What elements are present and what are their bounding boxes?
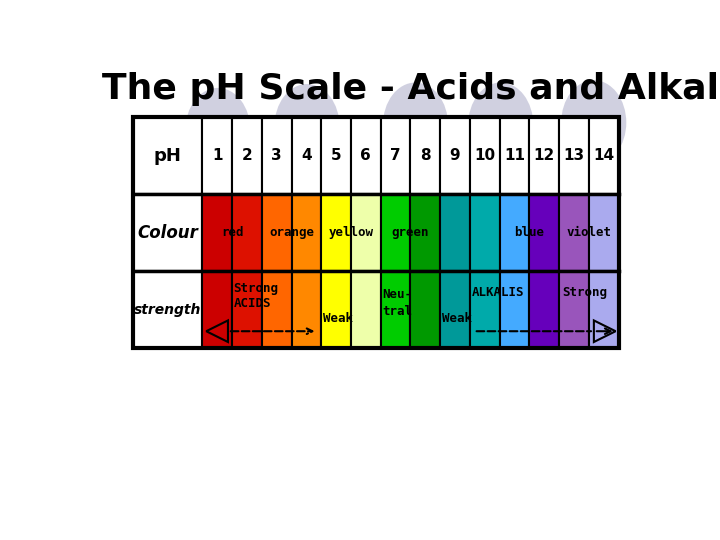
Bar (589, 194, 618, 271)
Bar (202, 194, 232, 271)
Bar (410, 194, 440, 271)
Text: strength: strength (134, 302, 201, 316)
Bar (559, 117, 589, 194)
Text: blue: blue (514, 226, 544, 239)
Bar (500, 194, 529, 271)
Bar (470, 271, 500, 348)
Bar (470, 117, 500, 194)
Bar (351, 194, 381, 271)
Bar (262, 117, 292, 194)
Ellipse shape (561, 80, 626, 165)
Text: 8: 8 (420, 148, 431, 163)
Bar (381, 117, 410, 194)
Bar (500, 117, 529, 194)
Text: 2: 2 (242, 148, 252, 163)
Bar (292, 117, 321, 194)
Bar (132, 271, 202, 348)
Bar (262, 194, 292, 271)
Ellipse shape (185, 88, 251, 173)
Bar (262, 271, 292, 348)
Text: yellow: yellow (328, 226, 374, 239)
Bar (321, 194, 351, 271)
Text: Colour: Colour (137, 224, 198, 242)
Text: 9: 9 (450, 148, 460, 163)
Text: 4: 4 (301, 148, 312, 163)
Bar (292, 194, 321, 271)
Bar (321, 271, 351, 348)
Bar (440, 194, 470, 271)
Text: 6: 6 (361, 148, 372, 163)
Text: Weak: Weak (442, 313, 472, 326)
Text: Neu-: Neu- (382, 288, 413, 301)
Bar (529, 117, 559, 194)
Bar (559, 194, 589, 271)
Text: 7: 7 (390, 148, 401, 163)
Text: red: red (221, 226, 243, 239)
Text: 10: 10 (474, 148, 495, 163)
Bar (232, 194, 262, 271)
Bar (232, 117, 262, 194)
Text: ALKALIS: ALKALIS (472, 286, 524, 299)
Bar (202, 271, 232, 348)
Bar (381, 194, 410, 271)
Text: green: green (392, 226, 429, 239)
Text: pH: pH (153, 147, 181, 165)
Bar (321, 117, 351, 194)
Bar (440, 271, 470, 348)
Text: 12: 12 (534, 148, 555, 163)
Text: ACIDS: ACIDS (234, 297, 271, 310)
Bar (132, 117, 618, 348)
Bar (559, 271, 589, 348)
Text: Weak: Weak (323, 313, 353, 326)
Bar (381, 271, 410, 348)
Bar (410, 117, 440, 194)
Text: 3: 3 (271, 148, 282, 163)
Bar (351, 271, 381, 348)
Bar (410, 271, 440, 348)
Bar (529, 194, 559, 271)
Bar (440, 117, 470, 194)
Bar (202, 117, 232, 194)
Text: orange: orange (269, 226, 314, 239)
Bar (351, 117, 381, 194)
Text: 5: 5 (330, 148, 341, 163)
Ellipse shape (274, 84, 340, 169)
Bar (589, 117, 618, 194)
Text: tral: tral (382, 305, 413, 318)
Text: The pH Scale - Acids and Alkali: The pH Scale - Acids and Alkali (102, 72, 720, 106)
Bar (292, 271, 321, 348)
Text: 1: 1 (212, 148, 222, 163)
Text: Strong: Strong (234, 281, 279, 295)
Text: violet: violet (567, 226, 611, 239)
Text: Strong: Strong (562, 286, 607, 299)
Ellipse shape (468, 83, 534, 167)
Bar (132, 194, 202, 271)
Bar (500, 271, 529, 348)
Ellipse shape (383, 83, 448, 167)
Bar (132, 117, 202, 194)
Bar (589, 271, 618, 348)
Text: 11: 11 (504, 148, 525, 163)
Bar (470, 194, 500, 271)
Bar (529, 271, 559, 348)
Bar (232, 271, 262, 348)
Text: 14: 14 (593, 148, 614, 163)
Text: 13: 13 (563, 148, 585, 163)
